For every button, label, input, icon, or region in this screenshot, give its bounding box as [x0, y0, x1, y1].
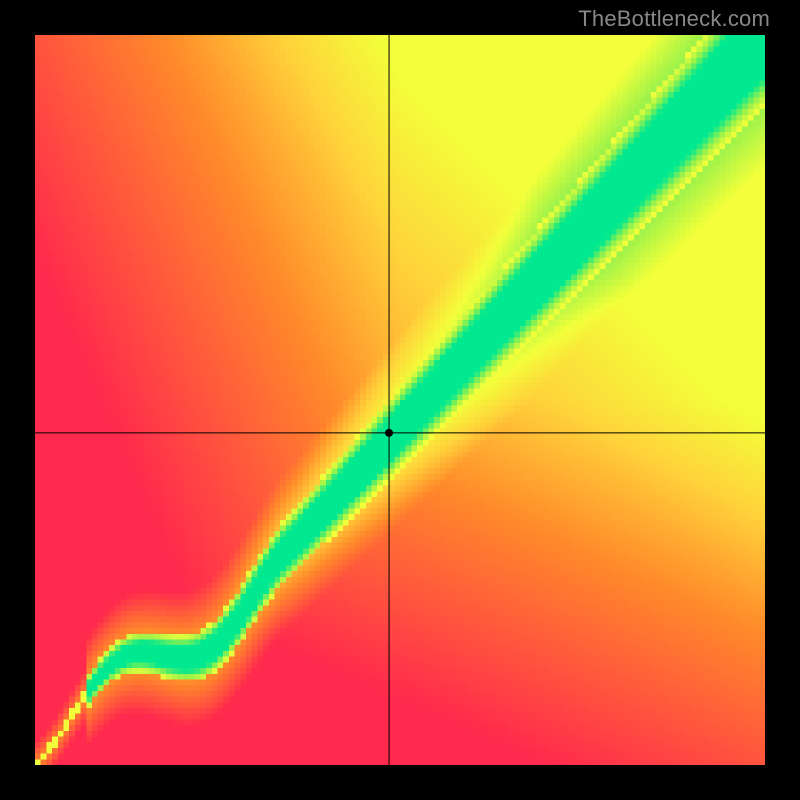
- stage: TheBottleneck.com: [0, 0, 800, 800]
- attribution-text: TheBottleneck.com: [578, 6, 770, 32]
- bottleneck-heatmap: [35, 35, 765, 765]
